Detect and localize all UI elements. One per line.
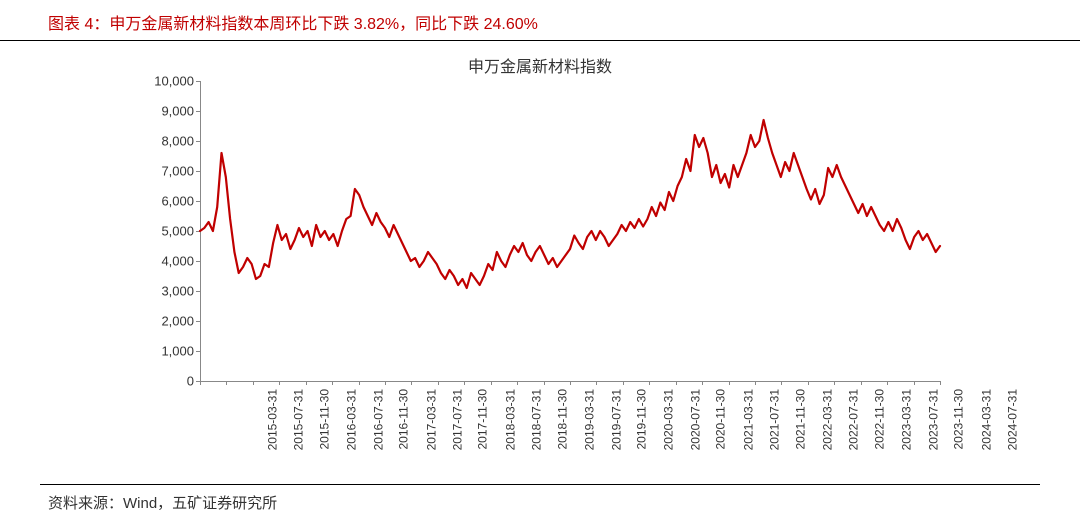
x-tick-label: 2024-03-31 [979,389,993,450]
x-tick-mark [570,381,571,385]
x-tick-label: 2019-11-30 [635,389,649,450]
x-tick-label: 2019-03-31 [583,389,597,450]
x-tick-mark [781,381,782,385]
x-tick-mark [755,381,756,385]
x-tick-mark [649,381,650,385]
y-tick-label: 4,000 [146,254,194,269]
x-tick-label: 2022-07-31 [847,389,861,450]
x-tick-label: 2022-03-31 [820,389,834,450]
x-tick-mark [279,381,280,385]
x-tick-mark [411,381,412,385]
x-tick-label: 2023-03-31 [900,389,914,450]
x-tick-mark [544,381,545,385]
chart-container: 申万金属新材料指数 01,0002,0003,0004,0005,0006,00… [0,41,1080,471]
x-tick-mark [200,381,201,385]
x-tick-mark [729,381,730,385]
x-tick-mark [887,381,888,385]
x-tick-label: 2017-07-31 [450,389,464,450]
x-tick-mark [596,381,597,385]
x-tick-mark [623,381,624,385]
x-tick-mark [253,381,254,385]
x-tick-mark [914,381,915,385]
x-tick-mark [438,381,439,385]
x-tick-label: 2021-03-31 [741,389,755,450]
x-tick-mark [306,381,307,385]
x-tick-label: 2023-07-31 [926,389,940,450]
y-tick-label: 0 [146,374,194,389]
x-tick-label: 2020-07-31 [688,389,702,450]
y-tick-label: 8,000 [146,134,194,149]
x-tick-label: 2021-07-31 [768,389,782,450]
x-tick-label: 2017-03-31 [424,389,438,450]
y-tick-label: 5,000 [146,224,194,239]
x-tick-label: 2016-03-31 [345,389,359,450]
x-tick-mark [359,381,360,385]
x-tick-mark [491,381,492,385]
x-tick-mark [702,381,703,385]
x-tick-label: 2017-11-30 [476,389,490,450]
x-tick-label: 2021-11-30 [793,389,807,450]
line-series [200,81,940,381]
x-tick-label: 2018-03-31 [503,389,517,450]
x-tick-label: 2016-07-31 [371,389,385,450]
source-text: 资料来源：Wind，五矿证券研究所 [48,492,277,513]
y-tick-label: 10,000 [146,74,194,89]
x-tick-mark [464,381,465,385]
y-tick-label: 7,000 [146,164,194,179]
x-tick-label: 2020-11-30 [714,389,728,450]
y-tick-label: 6,000 [146,194,194,209]
plot-area [200,81,940,381]
y-tick-label: 1,000 [146,344,194,359]
x-tick-label: 2020-03-31 [662,389,676,450]
x-tick-mark [226,381,227,385]
x-tick-label: 2015-07-31 [292,389,306,450]
x-tick-label: 2024-07-31 [1005,389,1019,450]
x-tick-label: 2018-11-30 [555,389,569,450]
footer-rule [40,484,1040,486]
x-tick-label: 2015-03-31 [265,389,279,450]
x-tick-label: 2018-07-31 [530,389,544,450]
x-tick-mark [517,381,518,385]
y-tick-label: 3,000 [146,284,194,299]
x-tick-mark [861,381,862,385]
figure-title: 图表 4：申万金属新材料指数本周环比下跌 3.82%，同比下跌 24.60% [0,0,1080,41]
x-tick-mark [676,381,677,385]
x-tick-mark [385,381,386,385]
y-axis: 01,0002,0003,0004,0005,0006,0007,0008,00… [148,81,200,381]
x-tick-label: 2016-11-30 [397,389,411,450]
y-tick-label: 2,000 [146,314,194,329]
x-axis: 2015-03-31 2015-07-31 2015-11-30 2016-03-31… [200,381,940,471]
x-tick-label: 2015-11-30 [317,389,331,450]
x-tick-mark [940,381,941,385]
x-tick-label: 2022-11-30 [872,389,886,450]
y-tick-label: 9,000 [146,104,194,119]
x-tick-mark [332,381,333,385]
x-tick-mark [808,381,809,385]
x-tick-label: 2023-11-30 [952,389,966,450]
x-tick-label: 2019-07-31 [609,389,623,450]
x-tick-mark [834,381,835,385]
